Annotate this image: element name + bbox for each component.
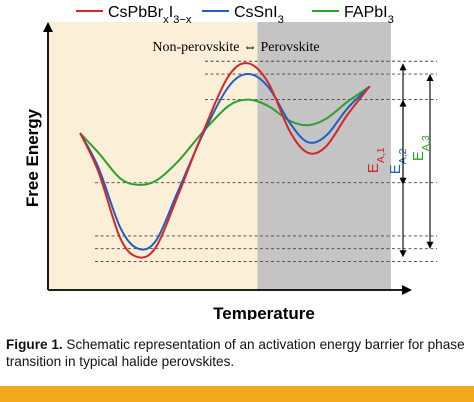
region-non-perovskite	[48, 22, 258, 290]
chart-svg: EA,1EA,2 EA,3 CsPbBrxI3−x CsSnI3 FAPbI3 Tem…	[23, 4, 437, 320]
annotation-label-2: EA,3	[410, 135, 432, 161]
series-line-1	[79, 72, 371, 251]
series-line-2	[79, 85, 371, 186]
y-axis-label: Free Energy	[23, 108, 42, 207]
legend-label-2: FAPbI3	[344, 4, 394, 26]
annotation-arrow-top-1	[426, 74, 434, 82]
series-line-0	[79, 62, 371, 259]
annotation-arrow-bottom-1	[426, 241, 434, 249]
footer-bar	[0, 386, 474, 402]
caption-text: Schematic representation of an activatio…	[6, 337, 465, 369]
figure-caption: Figure 1. Schematic representation of an…	[6, 336, 470, 370]
chart: EA,1 EA,2 EA,3 CsPbBrxI3−x CsSnI3 FAPbI3 Tem…	[23, 4, 437, 320]
x-axis-arrow	[402, 285, 412, 295]
x-axis-label: Temperature	[213, 304, 315, 320]
region-perovskite	[257, 22, 391, 290]
annotation-arrow-bottom-2	[399, 177, 407, 185]
legend-label-1: CsSnI3	[234, 4, 284, 26]
annotation-arrow-bottom-0	[399, 250, 407, 258]
y-axis-arrow	[43, 22, 53, 32]
annotation-arrow-top-2	[399, 99, 407, 107]
annotation-arrow-top-0	[399, 63, 407, 71]
legend-label-0: CsPbBrxI3−x	[108, 4, 192, 26]
annotation-label-0: EA,1	[365, 147, 387, 173]
region-label: Non-perovskite ⇔ Perovskite	[152, 40, 319, 55]
caption-label: Figure 1.	[6, 337, 63, 352]
